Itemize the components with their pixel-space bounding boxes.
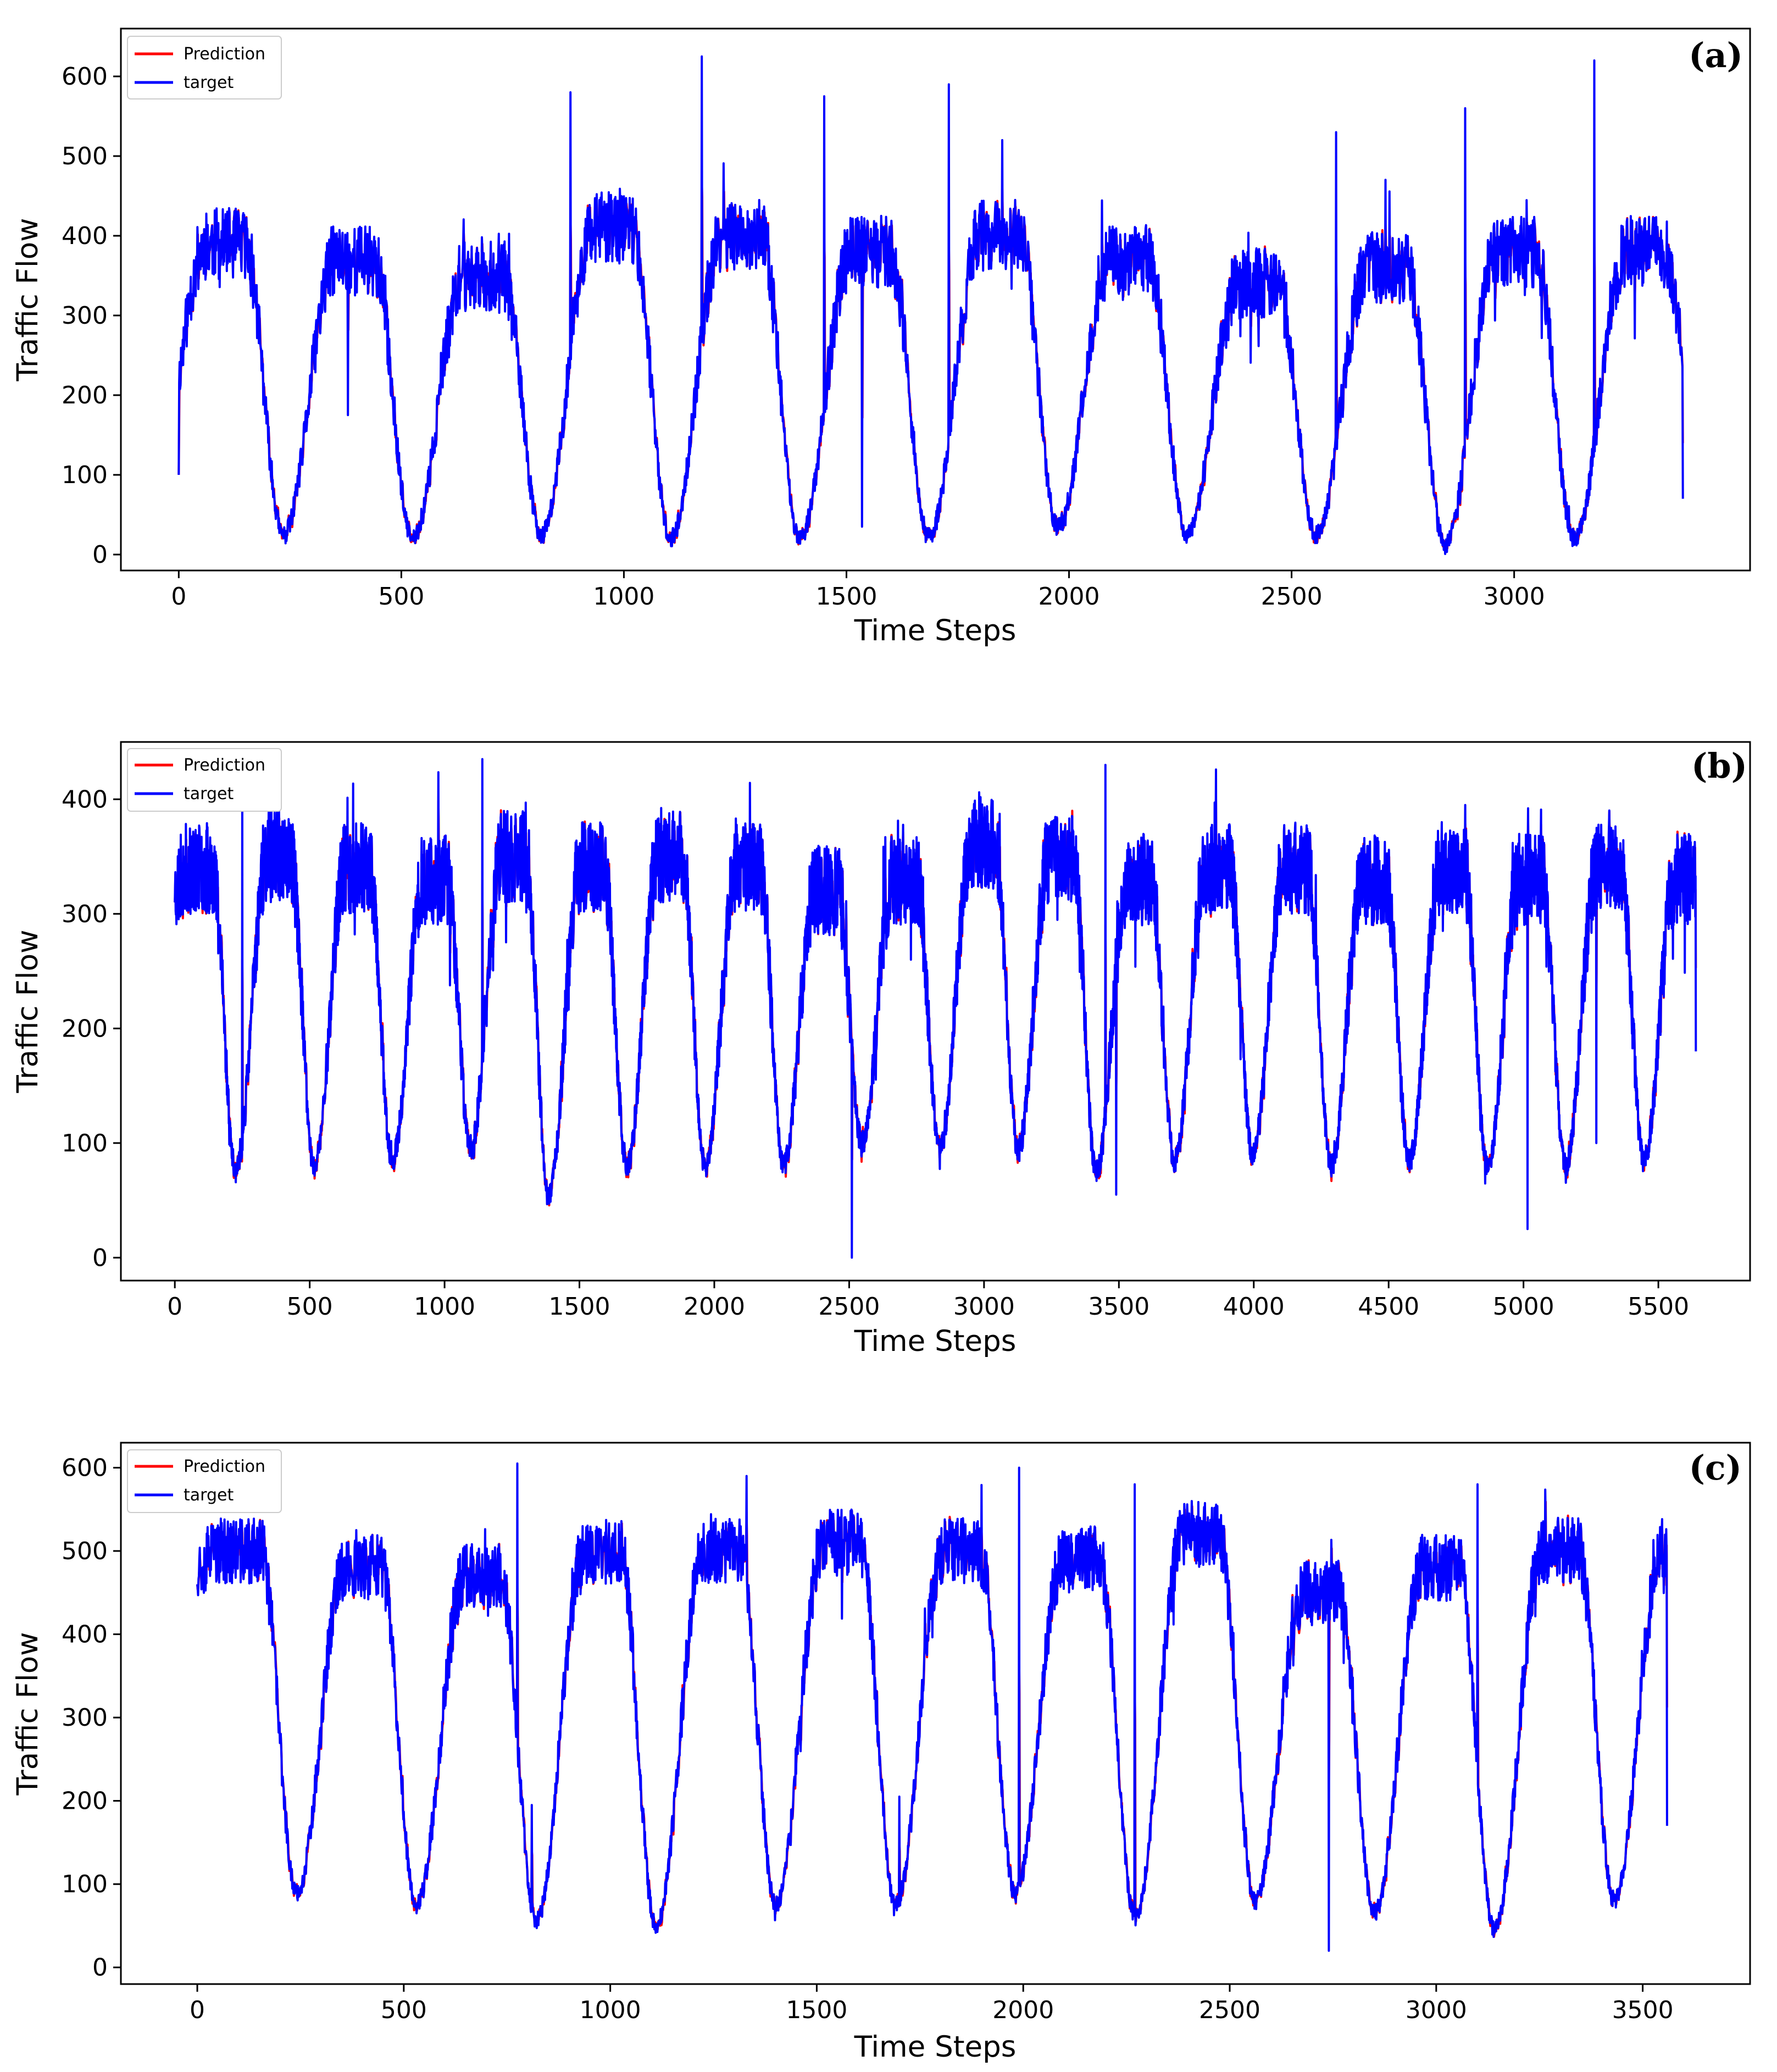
x-tick-label: 2500 [1199, 1996, 1260, 2024]
legend-label-prediction: Prediction [184, 45, 265, 64]
y-tick-label: 300 [62, 1704, 108, 1732]
x-tick-label: 1000 [414, 1293, 475, 1321]
y-tick-label: 100 [62, 1870, 108, 1898]
panel-label: (c) [1689, 1448, 1742, 1488]
y-tick-label: 300 [62, 900, 108, 928]
x-tick-label: 1500 [786, 1996, 847, 2024]
x-axis-label: Time Steps [854, 614, 1017, 647]
x-tick-label: 2000 [1039, 583, 1100, 611]
y-tick-label: 500 [62, 142, 108, 170]
chart-panel-c: 0 500 1000 1500 2000 2500 3000 3500 0 100 200 300 40… [11, 1442, 1751, 2064]
y-tick-label: 400 [62, 1621, 108, 1649]
x-tick-label: 5000 [1493, 1293, 1554, 1321]
y-tick-label: 200 [62, 1787, 108, 1815]
y-tick-label: 0 [92, 541, 108, 569]
y-tick-label: 200 [62, 381, 108, 409]
y-tick-label: 0 [92, 1244, 108, 1272]
x-tick-label: 2000 [684, 1293, 745, 1321]
y-tick-label: 100 [62, 461, 108, 489]
series-line-target [196, 1462, 1668, 1952]
x-tick-label: 3000 [1406, 1996, 1467, 2024]
y-tick-label: 400 [62, 222, 108, 250]
legend-label-prediction: Prediction [184, 756, 265, 775]
x-tick-label: 0 [171, 583, 186, 611]
legend-label-target: target [184, 1486, 234, 1505]
y-axis-label: Traffic Flow [11, 1632, 45, 1796]
x-tick-label: 1000 [593, 583, 654, 611]
x-tick-label: 0 [167, 1293, 182, 1321]
y-tick-label: 0 [92, 1954, 108, 1982]
y-tick-label: 600 [62, 63, 108, 91]
legend-label-prediction: Prediction [184, 1457, 265, 1476]
x-tick-label: 3000 [1484, 583, 1545, 611]
x-tick-label: 4000 [1223, 1293, 1285, 1321]
legend: Prediction target [127, 1449, 282, 1513]
x-tick-label: 3000 [953, 1293, 1015, 1321]
x-axis-label: Time Steps [854, 1325, 1017, 1358]
series-line-target [177, 55, 1684, 555]
x-axis-label: Time Steps [854, 2030, 1017, 2064]
x-tick-label: 3500 [1088, 1293, 1150, 1321]
y-tick-label: 600 [62, 1454, 108, 1482]
chart-panel-b: 0 500 1000 1500 2000 2500 3000 3500 4000 4500 5000… [11, 741, 1751, 1358]
y-axis-label: Traffic Flow [11, 929, 45, 1093]
x-tick-label: 0 [190, 1996, 205, 2024]
y-tick-label: 400 [62, 785, 108, 813]
x-tick-label: 2000 [992, 1996, 1054, 2024]
legend-label-target: target [184, 73, 234, 92]
y-tick-label: 100 [62, 1129, 108, 1157]
y-tick-label: 300 [62, 302, 108, 330]
x-tick-label: 500 [287, 1293, 333, 1321]
plot-frame [120, 27, 1751, 572]
chart-panel-a: 0 500 1000 1500 2000 2500 3000 0 100 200 300 400 500… [11, 27, 1751, 647]
x-tick-label: 500 [381, 1996, 427, 2024]
y-tick-label: 500 [62, 1537, 108, 1565]
x-tick-label: 2500 [818, 1293, 880, 1321]
x-tick-label: 1000 [580, 1996, 641, 2024]
y-axis-label: Traffic Flow [11, 218, 45, 381]
x-tick-label: 1500 [815, 583, 877, 611]
y-tick-label: 200 [62, 1015, 108, 1043]
legend: Prediction target [127, 36, 282, 99]
x-tick-label: 2500 [1261, 583, 1323, 611]
legend-label-target: target [184, 784, 234, 804]
x-tick-label: 4500 [1358, 1293, 1419, 1321]
panel-label: (a) [1689, 35, 1743, 75]
x-tick-label: 3500 [1612, 1996, 1674, 2024]
legend: Prediction target [127, 748, 282, 812]
panel-label: (b) [1691, 746, 1747, 786]
x-tick-label: 1500 [549, 1293, 610, 1321]
series-line-target [174, 758, 1697, 1259]
plot-frame [120, 1442, 1751, 1985]
plot-frame [120, 741, 1751, 1282]
x-tick-label: 5500 [1628, 1293, 1689, 1321]
x-tick-label: 500 [378, 583, 424, 611]
